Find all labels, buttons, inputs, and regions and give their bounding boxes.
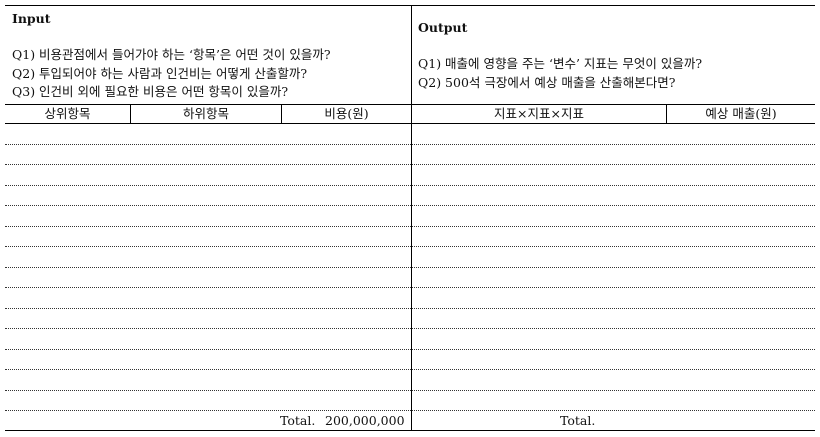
row-divider <box>5 144 815 145</box>
input-title: Input <box>12 11 51 26</box>
top-border <box>5 5 815 6</box>
input-total-label: Total. <box>280 413 316 428</box>
row-divider <box>5 205 815 206</box>
row-divider <box>5 390 815 391</box>
row-divider <box>5 185 815 186</box>
header-bottom-border <box>5 123 815 124</box>
row-divider <box>5 287 815 288</box>
header-top-border <box>5 104 815 105</box>
row-divider <box>5 349 815 350</box>
column-header: 비용(원) <box>324 106 369 121</box>
row-divider <box>5 246 815 247</box>
output-title: Output <box>418 20 468 35</box>
panel-divider <box>411 5 412 431</box>
column-header: 예상 매출(원) <box>705 106 777 121</box>
row-divider <box>5 410 815 411</box>
column-header: 지표×지표×지표 <box>494 106 584 121</box>
input-question: Q3) 인건비 외에 필요한 비용은 어떤 항목이 있을까? <box>12 84 289 99</box>
column-divider <box>130 104 131 123</box>
input-question: Q1) 비용관점에서 들어가야 하는 ‘항목’은 어떤 것이 있을까? <box>12 47 331 62</box>
column-header: 상위항목 <box>44 106 91 121</box>
input-question: Q2) 투입되어야 하는 사람과 인건비는 어떻게 산출할까? <box>12 66 308 81</box>
output-total-label: Total. <box>560 413 596 428</box>
row-divider <box>5 369 815 370</box>
column-divider <box>281 104 282 123</box>
bottom-border <box>5 430 815 431</box>
row-divider <box>5 226 815 227</box>
row-divider <box>5 308 815 309</box>
output-question: Q2) 500석 극장에서 예상 매출을 산출해본다면? <box>418 75 676 90</box>
row-divider <box>5 328 815 329</box>
input-total-value: 200,000,000 <box>325 413 405 428</box>
column-divider <box>666 104 667 123</box>
row-divider <box>5 267 815 268</box>
column-header: 하위항목 <box>182 106 229 121</box>
row-divider <box>5 164 815 165</box>
output-question: Q1) 매출에 영향을 주는 ‘변수’ 지표는 무엇이 있을까? <box>418 56 703 71</box>
